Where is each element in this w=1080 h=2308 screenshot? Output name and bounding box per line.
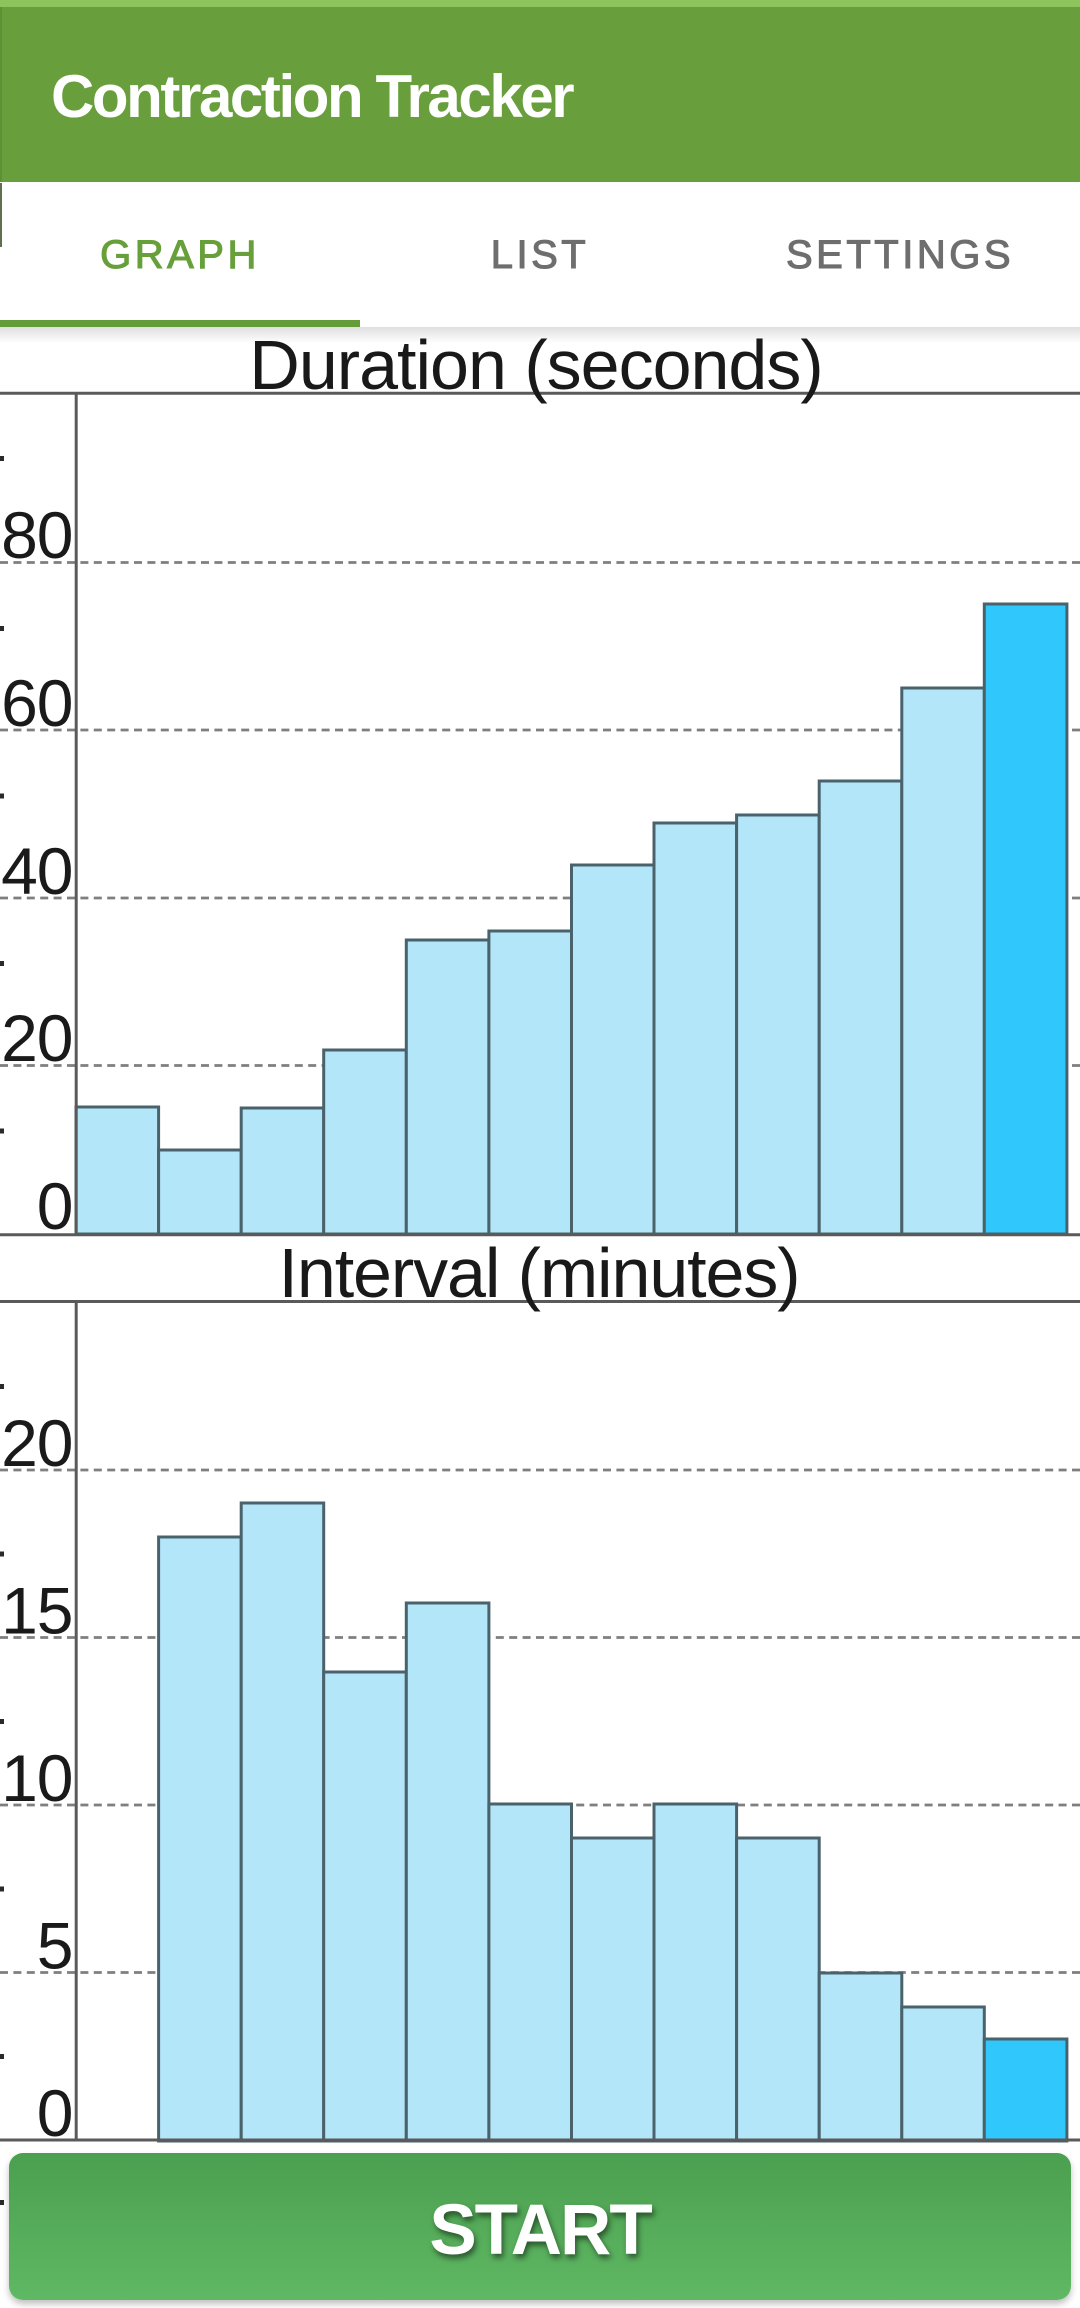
svg-text:80: 80 <box>1 498 72 572</box>
svg-text:60: 60 <box>1 666 72 740</box>
svg-text:Duration (seconds): Duration (seconds) <box>249 326 822 404</box>
svg-text:0: 0 <box>37 1169 73 1243</box>
svg-text:20: 20 <box>1 1406 72 1480</box>
svg-text:10: 10 <box>1 1741 72 1815</box>
svg-text:20: 20 <box>1 1001 72 1075</box>
svg-text:15: 15 <box>1 1574 72 1648</box>
svg-text:0: 0 <box>37 2076 73 2150</box>
svg-text:5: 5 <box>37 1909 73 1983</box>
svg-text:Interval (minutes): Interval (minutes) <box>279 1234 800 1312</box>
svg-text:40: 40 <box>1 834 72 908</box>
